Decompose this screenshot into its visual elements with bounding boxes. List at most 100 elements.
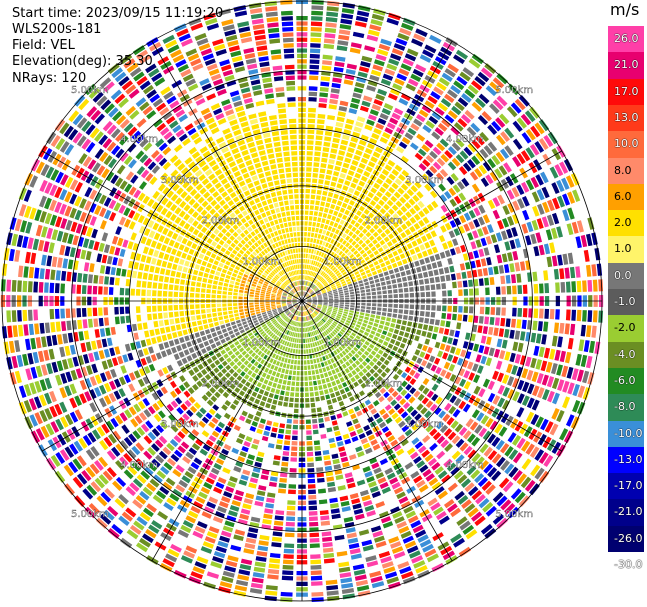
ppi-gate — [360, 213, 367, 220]
ppi-gate — [303, 280, 305, 285]
ppi-gate — [311, 581, 323, 586]
ppi-gate — [236, 360, 243, 367]
ppi-gate — [459, 458, 469, 468]
ppi-gate — [421, 265, 427, 272]
ppi-gate — [318, 385, 323, 390]
ppi-gate — [370, 187, 378, 194]
ppi-gate — [386, 317, 391, 322]
ppi-gate — [295, 381, 300, 387]
ppi-gate — [333, 210, 339, 216]
ppi-gate — [441, 118, 451, 128]
ppi-gate — [405, 220, 412, 227]
ppi-gate — [249, 448, 257, 455]
ppi-gate — [251, 472, 260, 479]
ppi-gate — [316, 358, 320, 363]
ppi-gate — [218, 316, 224, 321]
ppi-gate — [504, 127, 515, 139]
ppi-gate — [328, 209, 334, 215]
ppi-gate — [572, 383, 580, 397]
ppi-gate — [398, 420, 406, 428]
ppi-gate — [254, 433, 262, 440]
ppi-gate — [165, 477, 176, 487]
ppi-gate — [499, 242, 506, 252]
ppi-gate — [487, 158, 497, 169]
ppi-gate — [342, 326, 347, 331]
ppi-gate — [483, 446, 493, 457]
ppi-gate — [384, 383, 391, 390]
ppi-gate — [429, 318, 435, 325]
ppi-gate — [452, 256, 459, 264]
ppi-gate — [382, 73, 394, 81]
ppi-gate — [371, 581, 385, 589]
ppi-gate — [373, 250, 379, 256]
ppi-gate — [292, 376, 296, 381]
ppi-gate — [375, 353, 381, 359]
ppi-gate — [238, 432, 246, 440]
ppi-gate — [462, 524, 475, 535]
ppi-gate — [283, 401, 288, 407]
ppi-gate — [201, 430, 210, 438]
ppi-gate — [280, 591, 293, 597]
ppi-gate — [556, 179, 565, 192]
ppi-gate — [468, 533, 481, 544]
ppi-gate — [533, 345, 540, 357]
ppi-gate — [243, 548, 255, 555]
ppi-gate — [350, 302, 355, 305]
ppi-gate — [323, 266, 328, 271]
ppi-gate — [360, 134, 369, 141]
ppi-gate — [311, 305, 316, 308]
ppi-gate — [395, 394, 403, 402]
ppi-gate — [341, 233, 347, 239]
ppi-gate — [41, 336, 47, 348]
ppi-gate — [129, 524, 142, 535]
ppi-gate — [206, 313, 212, 318]
ppi-gate — [381, 312, 387, 317]
ppi-gate — [381, 400, 389, 407]
ppi-gate — [370, 314, 376, 318]
ppi-gate — [216, 506, 227, 514]
ppi-gate — [309, 521, 319, 527]
ppi-gate — [439, 138, 449, 148]
ppi-gate — [453, 228, 461, 236]
ppi-gate — [414, 335, 420, 342]
ppi-gate — [383, 236, 390, 243]
ppi-gate — [291, 441, 298, 446]
ppi-gate — [153, 320, 159, 328]
ppi-gate — [439, 168, 449, 178]
ppi-gate — [538, 308, 544, 319]
ppi-gate — [298, 316, 300, 322]
ppi-gate — [429, 558, 442, 568]
ppi-gate — [267, 415, 274, 421]
ppi-gate — [305, 253, 308, 259]
ppi-gate — [229, 505, 240, 512]
ppi-gate — [388, 303, 393, 308]
ppi-gate — [416, 403, 424, 411]
ppi-gate — [353, 250, 359, 256]
ppi-gate — [452, 281, 457, 289]
ppi-gate — [402, 535, 414, 544]
ppi-gate — [532, 320, 538, 331]
ppi-gate — [201, 335, 207, 342]
ppi-gate — [532, 271, 538, 282]
ppi-gate — [457, 118, 468, 128]
ppi-gate — [530, 332, 537, 343]
ppi-gate — [163, 357, 171, 365]
ppi-gate — [468, 221, 476, 230]
ppi-gate — [363, 319, 369, 324]
ppi-gate — [338, 178, 345, 184]
ppi-gate — [354, 423, 362, 430]
ppi-gate — [583, 340, 590, 353]
ppi-gate — [60, 308, 66, 319]
ppi-gate — [450, 273, 456, 281]
ppi-gate — [459, 442, 469, 452]
ppi-gate — [514, 262, 521, 272]
ppi-gate — [303, 291, 306, 296]
ppi-gate — [308, 248, 312, 254]
ppi-gate — [384, 275, 390, 281]
ppi-gate — [369, 395, 377, 402]
ppi-gate — [306, 304, 310, 307]
ppi-gate — [122, 334, 129, 343]
ppi-gate — [82, 319, 88, 329]
ppi-gate — [258, 540, 269, 546]
ppi-gate — [341, 246, 347, 252]
